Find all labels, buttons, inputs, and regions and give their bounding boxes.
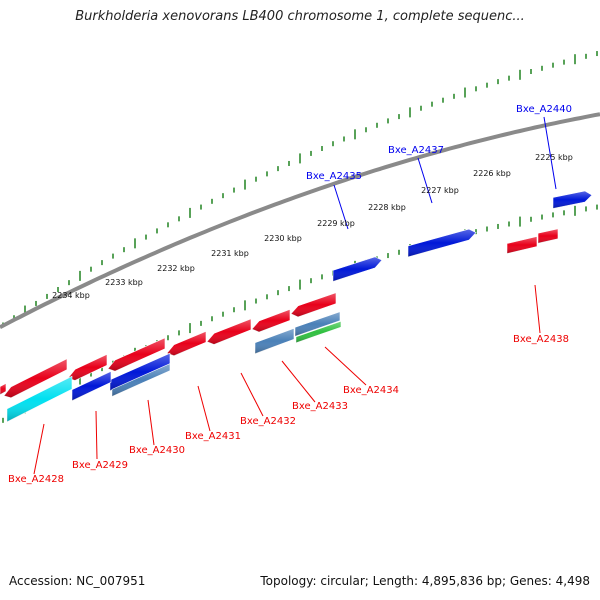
leader-line — [324, 346, 367, 386]
gene-features[interactable] — [0, 190, 593, 423]
gene-bxe-a2438[interactable] — [506, 236, 538, 254]
leader-line — [197, 385, 211, 432]
gene-label[interactable]: Bxe_A2431 — [185, 431, 241, 442]
gene-bxe-a2430-upper[interactable] — [107, 337, 166, 372]
leader-line — [333, 184, 349, 230]
scale-label: 2228 kbp — [368, 203, 406, 212]
scale-label: 2230 kbp — [264, 234, 302, 243]
backbone-line — [0, 112, 600, 329]
scale-label: 2226 kbp — [473, 169, 511, 178]
gene-bxe-a2435[interactable] — [332, 256, 383, 282]
gene-bxe-a2434-green[interactable] — [295, 320, 342, 344]
gene-bxe-a2431[interactable] — [166, 330, 207, 357]
gene-label[interactable]: Bxe_A2429 — [72, 460, 128, 471]
gene-bxe-a2428-cyan[interactable] — [6, 375, 73, 423]
gene-label[interactable]: Bxe_A2440 — [516, 104, 572, 115]
scale-label: 2233 kbp — [105, 278, 143, 287]
topology-text: Topology: circular; Length: 4,895,836 bp… — [260, 574, 590, 588]
leader-line — [534, 284, 541, 334]
gene-bxe-a2432[interactable] — [206, 318, 252, 345]
scale-label: 2225 kbp — [535, 153, 573, 162]
label-leaders — [33, 116, 557, 475]
accession-text: Accession: NC_007951 — [9, 574, 146, 588]
leader-line — [417, 157, 433, 204]
leader-line — [543, 116, 557, 190]
gene-label[interactable]: Bxe_A2428 — [8, 474, 64, 485]
scale-label: 2229 kbp — [317, 219, 355, 228]
leader-line — [33, 423, 45, 475]
scale-label: 2234 kbp — [52, 291, 90, 300]
gene-label[interactable]: Bxe_A2437 — [388, 145, 444, 156]
gene-label[interactable]: Bxe_A2433 — [292, 401, 348, 412]
gene-bxe-a2439[interactable] — [537, 228, 559, 244]
gene-bxe-a2433-part[interactable] — [254, 327, 295, 355]
leader-line — [147, 399, 155, 446]
leader-line — [240, 372, 264, 417]
gene-labels[interactable]: 2225 kbp 2226 kbp 2227 kbp 2228 kbp 2229 kbp… — [8, 104, 573, 485]
gene-label[interactable]: Bxe_A2434 — [343, 385, 399, 396]
gene-bxe-a2437[interactable] — [407, 228, 477, 258]
gene-bxe-a2434-part[interactable] — [294, 311, 341, 337]
upper-tick-track — [2, 51, 598, 328]
gene-bxe-a2429-blue[interactable] — [71, 370, 112, 402]
map-title: Burkholderia xenovorans LB400 chromosome… — [75, 9, 525, 24]
gene-bxe-a2440[interactable] — [552, 190, 593, 209]
gene-label[interactable]: Bxe_A2435 — [306, 171, 362, 182]
gene-label[interactable]: Bxe_A2430 — [129, 445, 185, 456]
gene-bxe-a2430-steel[interactable] — [111, 363, 171, 397]
scale-label: 2232 kbp — [157, 264, 195, 273]
gene-bxe-a2433[interactable] — [251, 308, 291, 333]
gene-label[interactable]: Bxe_A2438 — [513, 334, 569, 345]
leader-line — [281, 360, 316, 403]
leader-line — [95, 410, 98, 460]
gene-label[interactable]: Bxe_A2432 — [240, 416, 296, 427]
scale-label: 2231 kbp — [211, 249, 249, 258]
gene-bxe-a2434[interactable] — [290, 292, 337, 318]
gene-bxe-a2428-upper[interactable] — [3, 358, 68, 399]
scale-label: 2227 kbp — [421, 186, 459, 195]
gene-edge[interactable] — [0, 382, 7, 395]
chromosome-backbone — [0, 112, 600, 329]
